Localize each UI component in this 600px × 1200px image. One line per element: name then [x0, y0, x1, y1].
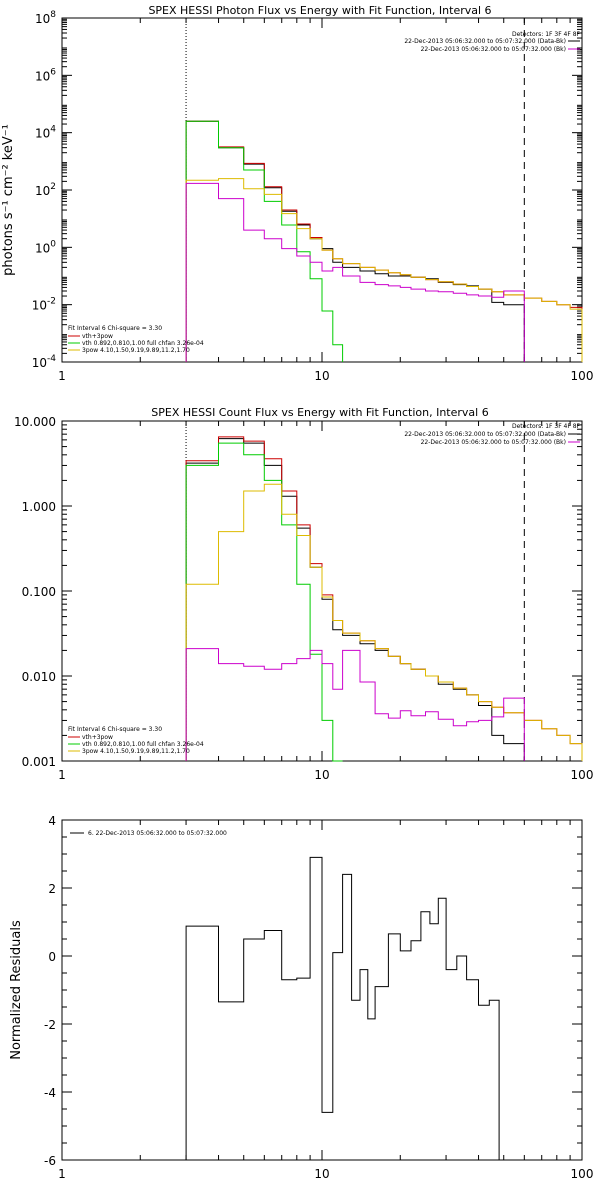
- photon-legend-bottom: Fit Interval 6 Chi-square = 3.30 vth+3po…: [68, 325, 204, 354]
- y-tick-label: 0.010: [22, 670, 56, 684]
- count-legend-data-label: 22-Dec-2013 05:06:32.000 to 05:07:32.000…: [404, 431, 566, 438]
- count-vertical-markers: [185, 421, 525, 761]
- y-tick-label: 102: [35, 182, 56, 198]
- photon-legend-3pow-label: 3pow 4.10,1.50,9.19,9.89,11.2,1.70: [82, 347, 190, 354]
- photon-flux-panel: SPEX HESSI Photon Flux vs Energy with Fi…: [1, 4, 593, 383]
- residuals-legend: 6. 22-Dec-2013 05:06:32.000 to 05:07:32.…: [70, 830, 227, 837]
- y-tick-label: 100: [35, 239, 56, 255]
- photon-axis-ticks: 1 10 100 10-4 10-2 100 102 104 106 108: [32, 10, 594, 383]
- photon-legend-bk-label: 22-Dec-2013 05:06:32.000 to 05:07:32.000…: [421, 46, 566, 53]
- count-legend-top: Detectors: 1F 3F 4F 8F 22-Dec-2013 05:06…: [404, 423, 580, 446]
- count-legend-bottom: Fit Interval 6 Chi-square = 3.30 vth+3po…: [68, 726, 204, 755]
- y-tick-label: 10.000: [14, 415, 56, 429]
- residuals-series: [185, 856, 525, 1161]
- count-panel-title: SPEX HESSI Count Flux vs Energy with Fit…: [151, 406, 488, 419]
- series-vth-3pow: [185, 120, 583, 362]
- y-tick-label: 0.001: [22, 755, 56, 769]
- photon-fit-interval-label: Fit Interval 6 Chi-square = 3.30: [68, 325, 162, 332]
- count-flux-panel: SPEX HESSI Count Flux vs Energy with Fit…: [14, 406, 593, 782]
- photon-series: [185, 120, 583, 362]
- series-data-bk: [185, 120, 525, 362]
- y-tick-label: 108: [35, 10, 56, 26]
- x-tick-label: 100: [571, 369, 594, 383]
- count-detectors-label: Detectors: 1F 3F 4F 8F: [512, 423, 581, 430]
- residuals-y-axis-label: Normalized Residuals: [9, 920, 24, 1060]
- series-bk: [185, 648, 525, 761]
- count-axis-ticks: 1 10 100 0.001 0.010 0.100 1.000 10.000: [14, 415, 593, 782]
- x-tick-label: 100: [571, 768, 594, 782]
- y-tick-label: -2: [44, 1018, 56, 1032]
- y-tick-label: 2: [48, 882, 56, 896]
- photon-panel-title: SPEX HESSI Photon Flux vs Energy with Fi…: [148, 4, 491, 17]
- count-legend-bk-label: 22-Dec-2013 05:06:32.000 to 05:07:32.000…: [421, 439, 566, 446]
- residuals-axis-ticks: 1 10 100 -6 -4 -2 0 2 4: [44, 814, 593, 1181]
- count-legend-3pow-label: 3pow 4.10,1.50,9.19,9.89,11.2,1.70: [82, 748, 190, 755]
- x-tick-label: 100: [571, 1167, 594, 1181]
- photon-legend-vth-label: vth 0.892,0.810,1.00 full chfan 3.26e-04: [82, 340, 204, 347]
- series-residuals: [185, 856, 525, 1161]
- count-series: [185, 436, 583, 762]
- x-tick-label: 1: [58, 1167, 66, 1181]
- photon-y-axis-label: photons s⁻¹ cm⁻² keV⁻¹: [1, 124, 16, 276]
- photon-detectors-label: Detectors: 1F 3F 4F 8F: [512, 31, 581, 38]
- count-legend-vth-label: vth 0.892,0.810,1.00 full chfan 3.26e-04: [82, 741, 204, 748]
- photon-vertical-markers: [185, 18, 525, 362]
- y-tick-label: 104: [35, 125, 56, 141]
- x-tick-label: 1: [58, 768, 66, 782]
- y-tick-label: -6: [44, 1154, 56, 1168]
- series-3pow: [185, 178, 583, 362]
- x-tick-label: 1: [58, 369, 66, 383]
- count-legend-vth3pow-label: vth+3pow: [82, 734, 113, 741]
- y-tick-label: 10-4: [32, 354, 57, 370]
- y-tick-label: 1.000: [22, 500, 56, 514]
- x-tick-label: 10: [314, 369, 329, 383]
- residuals-legend-label: 6. 22-Dec-2013 05:06:32.000 to 05:07:32.…: [88, 830, 227, 837]
- y-tick-label: 4: [48, 814, 56, 828]
- y-tick-label: 0.100: [22, 585, 56, 599]
- series-data-bk: [185, 438, 525, 761]
- y-tick-label: -4: [44, 1086, 56, 1100]
- residuals-panel: Normalized Residuals 1 10 100 -6 -4 -2 0 2 4 6. …: [9, 814, 593, 1181]
- series-vth: [185, 442, 343, 762]
- series-bk: [185, 182, 525, 362]
- photon-legend-data-label: 22-Dec-2013 05:06:32.000 to 05:07:32.000…: [404, 38, 566, 45]
- y-tick-label: 106: [35, 67, 56, 83]
- y-tick-label: 10-2: [32, 297, 56, 313]
- series-vth: [185, 120, 344, 362]
- series-3pow: [185, 483, 583, 761]
- count-fit-interval-label: Fit Interval 6 Chi-square = 3.30: [68, 726, 162, 733]
- photon-legend-vth3pow-label: vth+3pow: [82, 333, 113, 340]
- photon-legend-top: Detectors: 1F 3F 4F 8F 22-Dec-2013 05:06…: [404, 31, 580, 53]
- x-tick-label: 10: [314, 768, 329, 782]
- x-tick-label: 10: [314, 1167, 329, 1181]
- y-tick-label: 0: [48, 950, 56, 964]
